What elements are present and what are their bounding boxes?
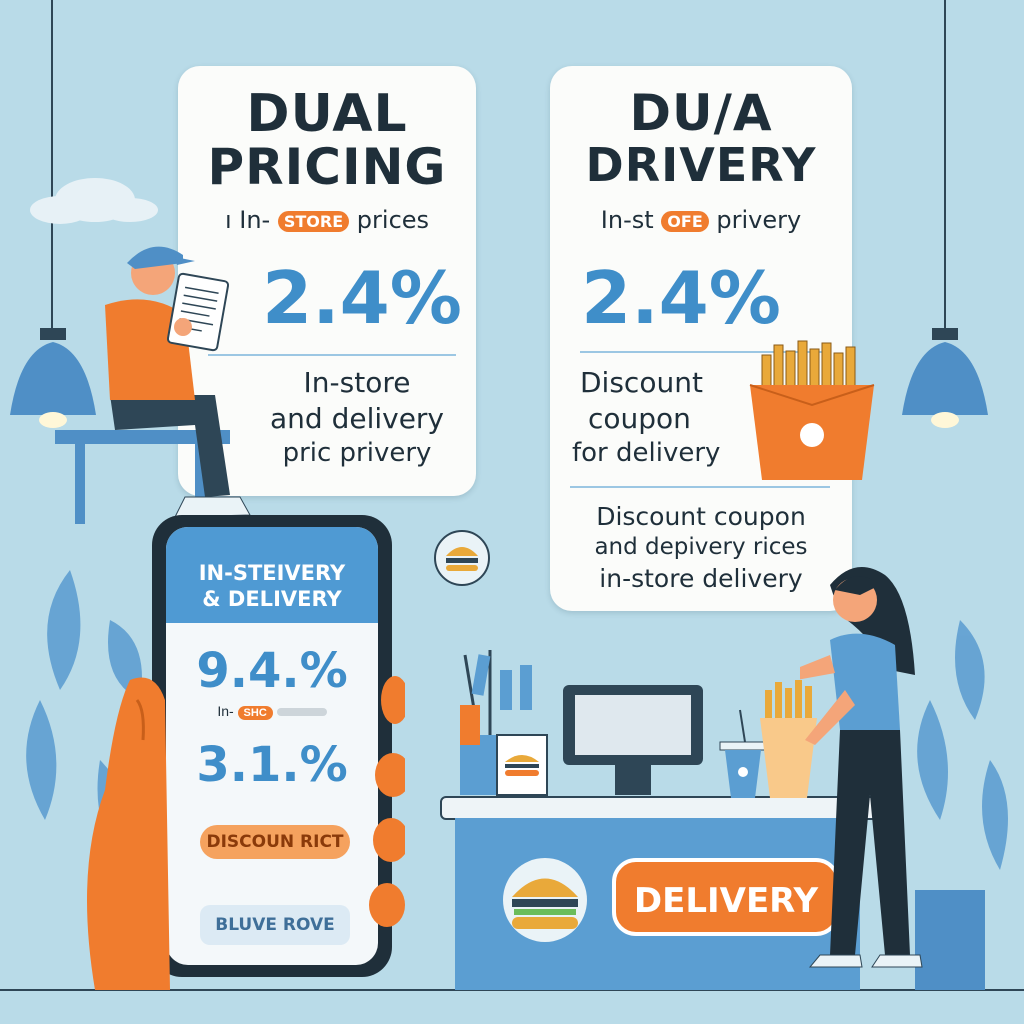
dual-pricing-card: DUAL PRICING ı In- STORE prices 2.4% In-… bbox=[178, 66, 476, 496]
phone-header: IN-STEIVERY & DELIVERY bbox=[166, 527, 378, 623]
card-divider bbox=[570, 486, 830, 488]
phone-device: IN-STEIVERY & DELIVERY 9.4.% In- SHC 3.1… bbox=[152, 515, 392, 977]
store-badge: OFE bbox=[661, 210, 709, 232]
phone-header-line1: IN-STEIVERY bbox=[198, 561, 346, 585]
card-footer-line1: Discount coupon bbox=[596, 502, 806, 531]
percent-value: 2.4% bbox=[581, 256, 781, 340]
subtitle-post: privery bbox=[716, 206, 802, 234]
lamp-icon bbox=[902, 328, 988, 428]
phone-small-pre: In- bbox=[217, 703, 234, 719]
card-title-line2: DRIVERY bbox=[585, 138, 817, 192]
phone-screen: IN-STEIVERY & DELIVERY 9.4.% In- SHC 3.1… bbox=[166, 527, 378, 965]
card-divider bbox=[580, 351, 830, 353]
card-body-line2: and delivery bbox=[269, 402, 444, 435]
cup-icon bbox=[719, 709, 766, 798]
card-title-line2: PRICING bbox=[207, 138, 447, 196]
card-subtitle: In-st OFE privery bbox=[550, 206, 852, 234]
subtitle-post: prices bbox=[356, 206, 430, 234]
subtitle-pre: In-st bbox=[600, 206, 654, 234]
burger-icon bbox=[503, 858, 587, 942]
counter-items bbox=[460, 650, 817, 798]
card-footer-line3: in-store delivery bbox=[599, 564, 803, 593]
card-footer-line2: and depivery rices bbox=[594, 534, 808, 560]
card-title-line1: DUAL bbox=[246, 84, 408, 144]
card-body-line3: for delivery bbox=[572, 438, 721, 468]
card-body-line1: Discount bbox=[580, 366, 703, 399]
delivery-sign: DELIVERY bbox=[612, 858, 840, 936]
person-reading-illustration bbox=[55, 246, 251, 524]
card-body-line3: pric privery bbox=[282, 438, 432, 468]
phone-small-line: In- SHC bbox=[166, 703, 378, 720]
cloud-icon bbox=[30, 178, 158, 224]
store-badge: STORE bbox=[277, 210, 350, 232]
discount-badge: DISCOUN RICT bbox=[200, 825, 350, 859]
card-body-line2: coupon bbox=[588, 402, 691, 435]
phone-small-blur bbox=[276, 708, 327, 717]
subtitle-pre: ı In- bbox=[224, 206, 271, 234]
phone-percent-2: 3.1.% bbox=[196, 737, 348, 793]
burger-icon bbox=[434, 530, 490, 586]
hand-illustration bbox=[87, 676, 405, 990]
dual-delivery-card: DU/A DRIVERY In-st OFE privery 2.4% Disc… bbox=[550, 66, 852, 611]
fries-box-icon bbox=[749, 340, 875, 480]
phone-small-badge: SHC bbox=[237, 706, 273, 720]
server-illustration bbox=[800, 567, 923, 968]
card-body-line1: In-store bbox=[303, 366, 411, 399]
card-subtitle: ı In- STORE prices bbox=[178, 206, 476, 234]
phone-bottom-button[interactable]: BLUVE ROVE bbox=[200, 905, 350, 945]
percent-value: 2.4% bbox=[262, 256, 462, 340]
phone-percent-1: 9.4.% bbox=[196, 643, 348, 699]
card-divider bbox=[208, 354, 456, 356]
monitor-icon bbox=[563, 685, 703, 795]
card-title-line1: DU/A bbox=[629, 84, 773, 142]
phone-header-line2: & DELIVERY bbox=[202, 587, 342, 611]
lamp-icon bbox=[10, 328, 96, 428]
